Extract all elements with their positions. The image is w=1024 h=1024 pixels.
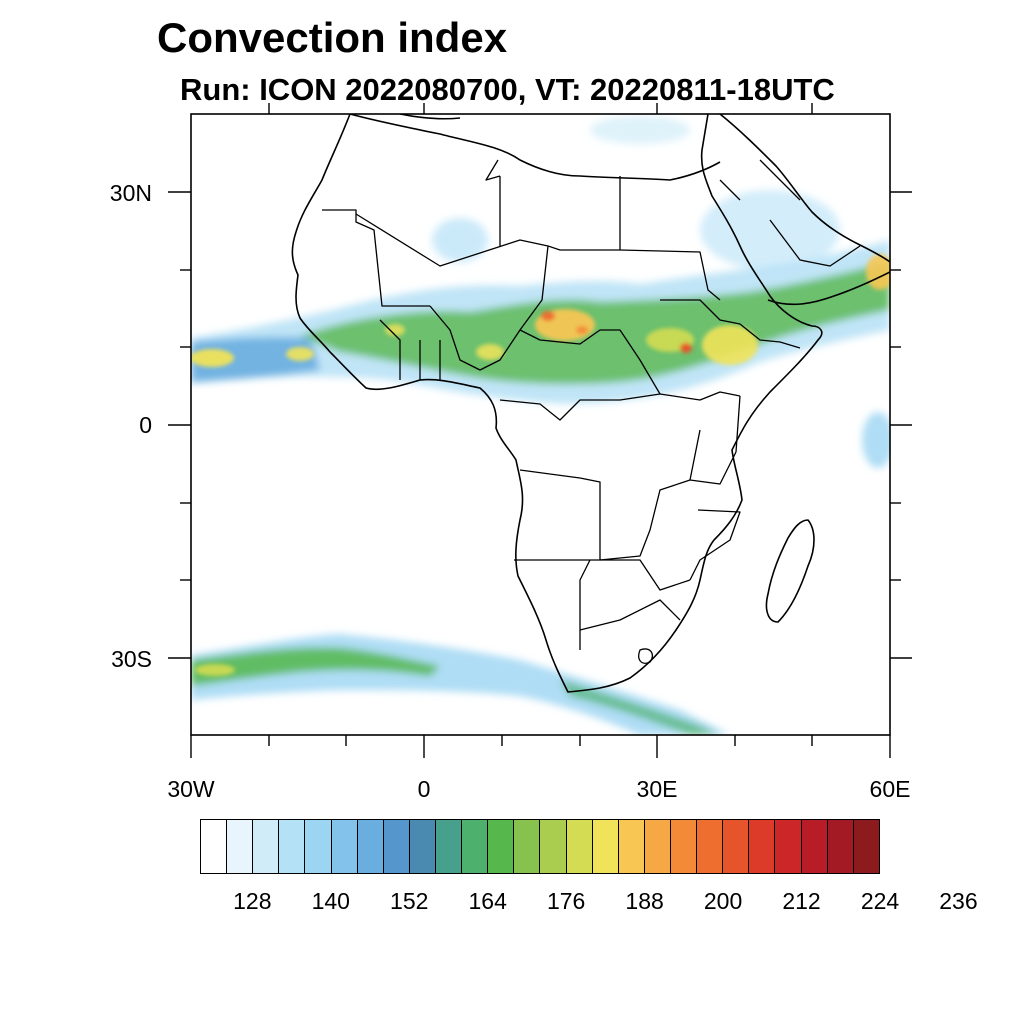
eq-indian-patch <box>862 412 890 468</box>
lon-label-60e: 60E <box>869 776 911 802</box>
colorbar-cell <box>514 820 541 873</box>
colorbar-cell <box>566 820 593 873</box>
colorbar-cell <box>697 820 724 873</box>
colorbar-tick-label: 152 <box>390 888 429 914</box>
colorbar-tick-label: 200 <box>703 888 743 914</box>
border <box>499 391 741 421</box>
colorbar-cell <box>670 820 698 873</box>
arabia-patch <box>700 190 840 270</box>
colorbar-cell <box>383 820 410 873</box>
hotspot-ethiopia <box>702 325 758 365</box>
map-title: Convection index <box>157 14 508 61</box>
colorbar-cell <box>592 820 619 873</box>
lat-label-30s: 30S <box>111 646 152 672</box>
hotspot-southern <box>195 664 235 676</box>
madagascar-coastline <box>765 519 815 623</box>
lat-label-0: 0 <box>139 412 152 438</box>
arabia-coastline <box>719 114 890 306</box>
border <box>689 395 741 485</box>
colorbar-tick-label: 212 <box>782 888 821 914</box>
itcz-green-band <box>300 262 890 385</box>
southern-band-east <box>560 680 720 735</box>
colorbar-cell <box>723 820 750 873</box>
colorbar-cell <box>827 820 854 873</box>
hotspot-guinea <box>385 324 405 336</box>
border <box>519 469 691 561</box>
hotspot-ethiopia-core <box>680 343 692 353</box>
colorbar-cell <box>462 820 489 873</box>
colorbar-cell <box>749 820 776 873</box>
colorbar-cell <box>305 820 332 873</box>
border <box>514 559 691 650</box>
colorbar-cell <box>644 820 671 873</box>
colorbar-tick-label: 236 <box>939 888 978 914</box>
colorbar-cell <box>253 820 280 873</box>
border <box>719 159 861 267</box>
med-patch <box>590 116 690 144</box>
country-borders <box>322 159 861 664</box>
colorbar-cell <box>618 820 645 873</box>
hotspot-atlantic-2 <box>286 347 314 361</box>
colorbar-tick-label: 176 <box>546 888 586 914</box>
lon-label-30w: 30W <box>167 776 215 802</box>
sahara-patch <box>432 218 488 262</box>
colorbar-cell <box>488 820 515 873</box>
border <box>519 245 661 395</box>
colorbar-tick-label: 188 <box>625 888 664 914</box>
border <box>485 159 501 246</box>
southern-band-green <box>191 647 440 686</box>
border <box>579 599 681 664</box>
border <box>429 305 521 371</box>
border <box>660 299 801 349</box>
border <box>619 249 721 301</box>
colorbar-cell <box>227 820 254 873</box>
border <box>379 319 441 380</box>
colorbar-cell <box>435 820 463 873</box>
hotspot-nigeria <box>476 344 504 360</box>
colorbar-cell <box>331 820 358 873</box>
convection-field <box>191 116 890 735</box>
colorbar-tick-label: 164 <box>468 888 507 914</box>
colorbar-cell <box>357 820 384 873</box>
axis-ticks <box>168 103 912 758</box>
lon-label-30e: 30E <box>636 776 678 802</box>
lat-label-30n: 30N <box>109 180 152 206</box>
coastlines <box>291 114 890 693</box>
map-subtitle: Run: ICON 2022080700, VT: 20220811-18UTC <box>180 72 835 107</box>
hotspot-atlantic <box>191 349 234 367</box>
mediterranean-coastline <box>349 114 721 181</box>
colorbar-cell <box>540 820 567 873</box>
colorbar-cell <box>775 820 802 873</box>
colorbar-cell <box>409 820 436 873</box>
hotspot-chad-core-2 <box>576 326 588 334</box>
colorbar-tick-label: 224 <box>860 888 900 914</box>
colorbar <box>200 819 880 874</box>
colorbar-tick-label: 140 <box>311 888 350 914</box>
border <box>355 176 621 267</box>
colorbar-cell <box>801 820 828 873</box>
africa-coastline <box>291 114 823 693</box>
colorbar-cell <box>279 820 306 873</box>
atlantic-band <box>191 337 320 382</box>
colorbar-tick-label: 128 <box>233 888 272 914</box>
border <box>322 209 430 307</box>
border <box>689 509 741 581</box>
lon-label-0: 0 <box>417 776 431 802</box>
colorbar-cell <box>201 820 228 873</box>
hotspot-chad-core <box>541 311 555 321</box>
colorbar-cell <box>853 820 879 873</box>
